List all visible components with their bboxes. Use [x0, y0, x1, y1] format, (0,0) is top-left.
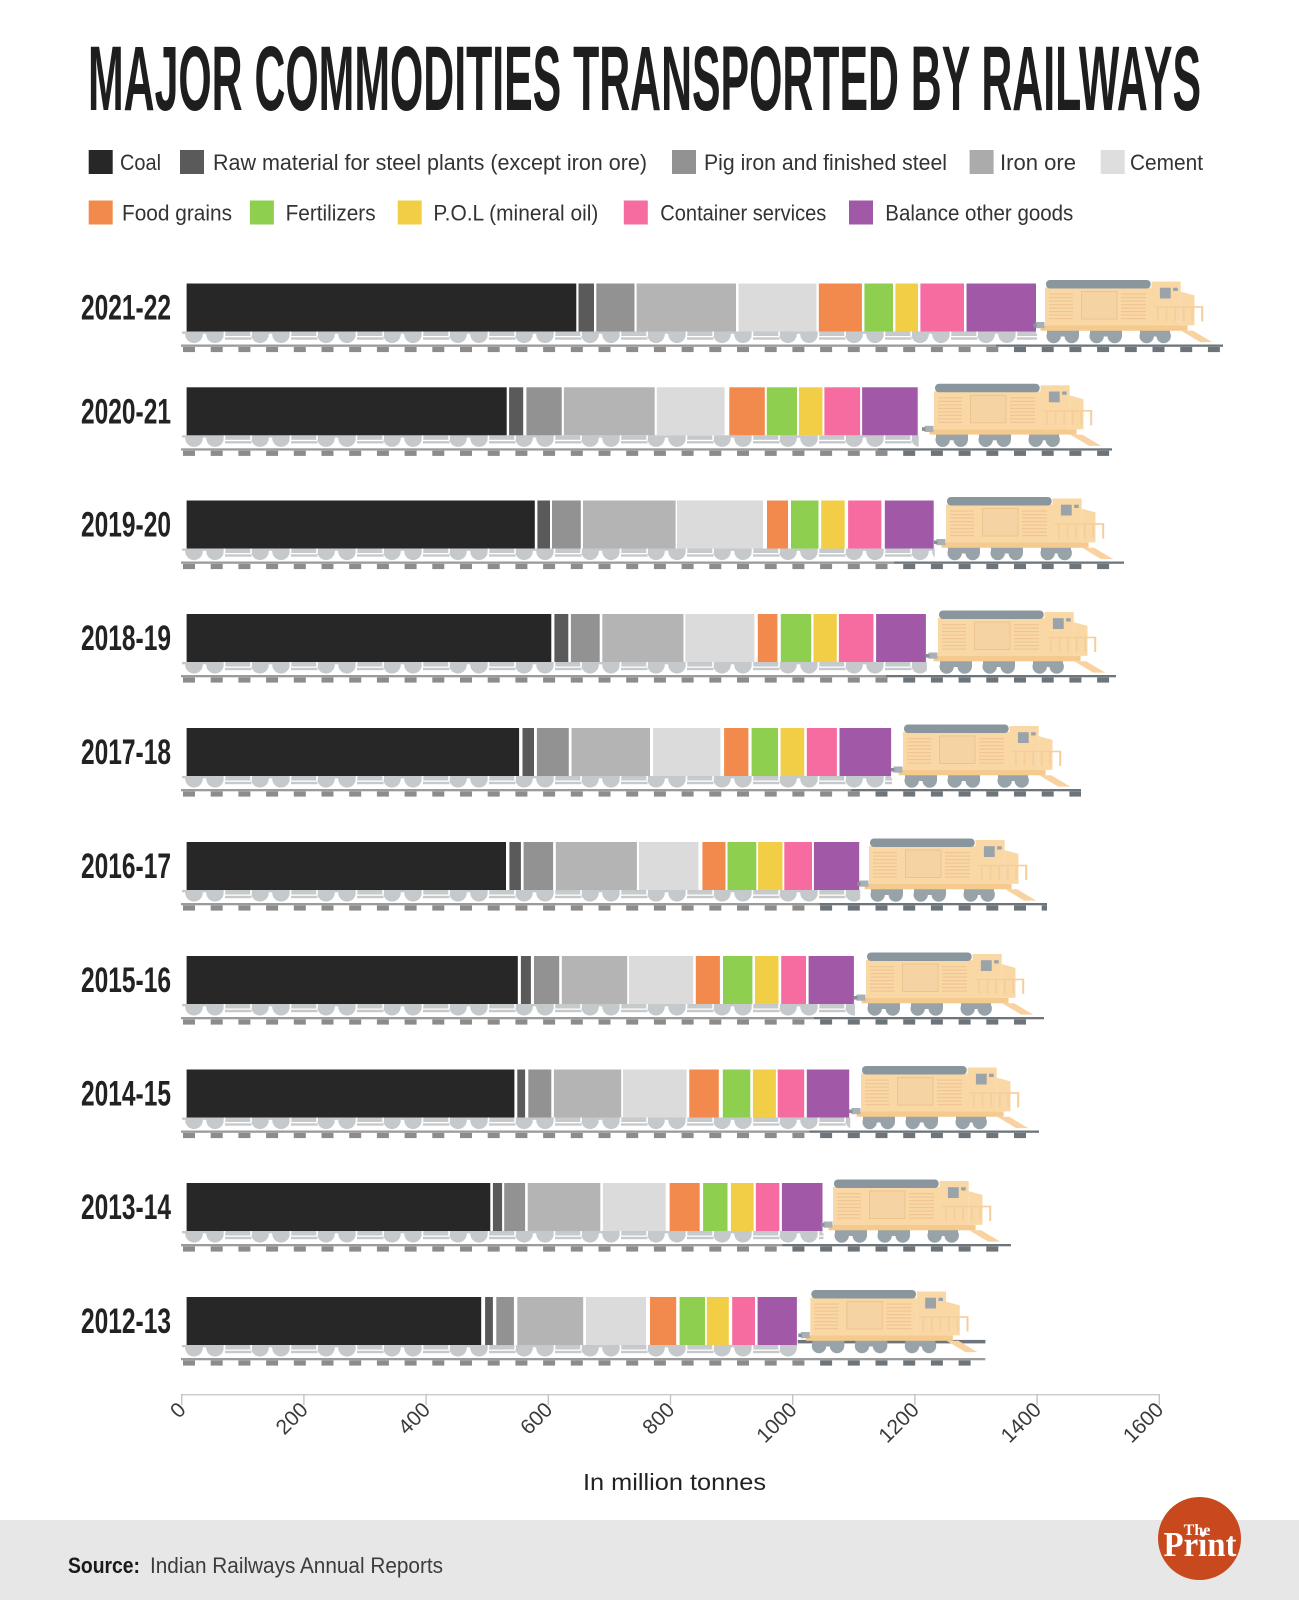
svg-text:2020-21: 2020-21 [81, 392, 171, 431]
svg-text:Pig iron and finished steel: Pig iron and finished steel [704, 150, 947, 175]
svg-text:Food grains: Food grains [122, 200, 232, 225]
svg-text:Indian Railways Annual Reports: Indian Railways Annual Reports [150, 1553, 443, 1578]
svg-text:2014-15: 2014-15 [81, 1075, 171, 1114]
svg-text:Balance other goods: Balance other goods [885, 200, 1073, 225]
svg-text:2012-13: 2012-13 [81, 1302, 171, 1341]
svg-text:Cement: Cement [1130, 150, 1203, 175]
svg-text:2013-14: 2013-14 [81, 1188, 171, 1227]
svg-text:Coal: Coal [120, 150, 161, 175]
svg-text:The: The [1184, 1522, 1211, 1539]
svg-text:2017-18: 2017-18 [81, 733, 171, 772]
svg-text:2019-20: 2019-20 [81, 506, 171, 545]
svg-text:2015-16: 2015-16 [81, 961, 171, 1000]
svg-text:Container services: Container services [660, 200, 826, 225]
svg-text:2016-17: 2016-17 [81, 847, 171, 886]
svg-text:Source:: Source: [68, 1553, 140, 1578]
svg-text:2018-19: 2018-19 [81, 619, 171, 658]
svg-text:2021-22: 2021-22 [81, 289, 171, 328]
svg-text:Raw material for steel plants: Raw material for steel plants (except ir… [213, 150, 647, 175]
svg-text:Fertilizers: Fertilizers [286, 200, 376, 225]
svg-text:MAJOR COMMODITIES TRANSPORTED: MAJOR COMMODITIES TRANSPORTED BY RAILWAY… [88, 28, 1201, 130]
svg-text:Print: Print [1164, 1525, 1237, 1564]
svg-text:Iron ore: Iron ore [1000, 150, 1076, 175]
svg-text:P.O.L (mineral oil): P.O.L (mineral oil) [433, 200, 598, 225]
svg-text:In million tonnes: In million tonnes [583, 1469, 766, 1495]
